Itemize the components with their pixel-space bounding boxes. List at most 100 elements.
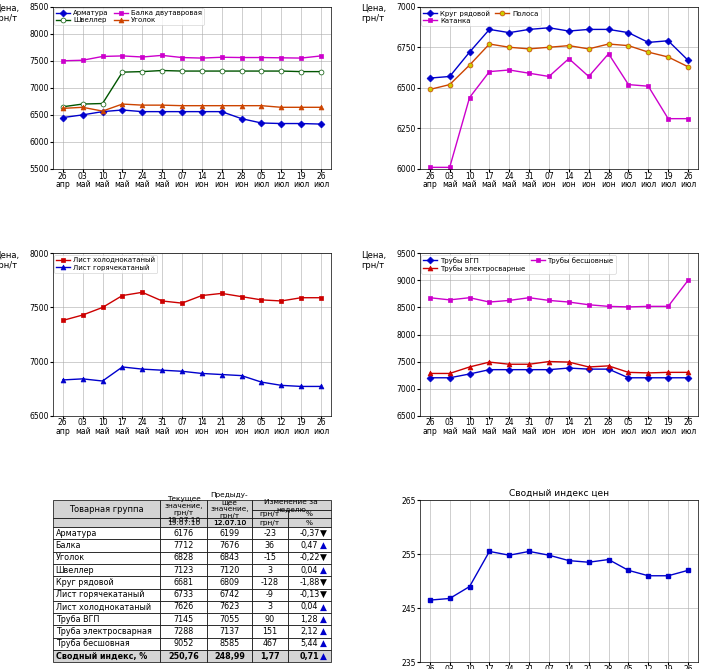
Text: 0,71: 0,71 [300,652,319,661]
Text: Предыду-
щее
значение,
грн/т
12.07.10: Предыду- щее значение, грн/т 12.07.10 [210,492,249,527]
Bar [288,564,331,576]
Bar [160,589,207,601]
Text: 151: 151 [262,627,277,636]
Text: 7626: 7626 [173,603,194,611]
Круг рядовой [664,37,673,45]
Legend: Лист холоднокатаный, Лист горячекатаный: Лист холоднокатаный, Лист горячекатаный [54,255,157,273]
Bar [53,638,160,650]
Круг рядовой [604,25,613,33]
Трубы бесшовные [426,294,434,302]
Лист холоднокатаный [78,311,87,319]
Text: -23: -23 [263,529,276,538]
Bar [252,589,288,601]
Text: ▲: ▲ [320,603,326,611]
Line: Катанка: Катанка [427,52,690,170]
Катанка [664,114,673,122]
Bar [252,510,288,518]
Line: Лист холоднокатаный: Лист холоднокатаный [61,290,324,323]
Балка двутавровая [78,56,87,64]
Трубы ВГП [664,374,673,382]
Круг рядовой [505,29,513,37]
Трубы электросварные [485,358,494,366]
Text: 9052: 9052 [173,640,194,648]
Полоса [465,61,474,69]
Трубы электросварные [505,360,513,368]
Text: 6843: 6843 [219,553,240,563]
Катанка [505,66,513,74]
Трубы ВГП [584,365,593,373]
Text: 36: 36 [265,541,275,550]
Швеллер [217,67,226,75]
Y-axis label: Цена,
грн/т: Цена, грн/т [362,250,386,270]
Bar [207,576,252,589]
Уголок [59,104,67,112]
Арматура [138,108,147,116]
Арматура [238,114,246,122]
Трубы ВГП [565,364,573,372]
Bar [288,518,331,527]
Катанка [644,82,653,90]
Арматура [158,108,166,116]
Швеллер [257,67,266,75]
Text: 7137: 7137 [219,627,240,636]
Text: Сводный индекс, %: Сводный индекс, % [56,652,147,661]
Катанка [565,55,573,63]
Line: Полоса: Полоса [427,41,690,92]
Bar [288,576,331,589]
Лист холоднокатаный [178,299,186,307]
Bar [288,552,331,564]
Полоса [426,86,434,94]
Title: Сводный индекс цен: Сводный индекс цен [509,489,609,498]
Legend: Трубы ВГП, Трубы электросварные, Трубы бесшовные: Трубы ВГП, Трубы электросварные, Трубы б… [422,255,615,274]
Bar [207,539,252,552]
Катанка [684,114,692,122]
Bar [288,510,331,518]
Text: 1,77: 1,77 [260,652,280,661]
Text: ▼: ▼ [320,553,326,563]
Bar [252,626,288,638]
Legend: Круг рядовой, Катанка, Полоса: Круг рядовой, Катанка, Полоса [422,8,541,26]
Лист холоднокатаный [257,296,266,304]
Text: 1,28: 1,28 [300,615,318,624]
Трубы электросварные [604,362,613,370]
Трубы бесшовные [624,303,632,311]
Text: грн/т: грн/т [259,520,280,526]
Bar [252,518,288,527]
Text: -15: -15 [263,553,276,563]
Швеллер [158,66,166,74]
Bar [288,601,331,613]
Катанка [465,94,474,102]
Лист холоднокатаный [217,290,226,298]
Text: 12.07.10: 12.07.10 [213,520,246,526]
Трубы электросварные [465,363,474,371]
Bar [53,626,160,638]
Трубы бесшовные [684,276,692,284]
Арматура [257,119,266,127]
Лист холоднокатаный [297,294,305,302]
Балка двутавровая [158,52,166,60]
Bar [288,626,331,638]
Text: -0,22: -0,22 [299,553,319,563]
Bar [252,539,288,552]
Text: Текущее
значение,
грн/т
19.07.10: Текущее значение, грн/т 19.07.10 [164,496,203,522]
Y-axis label: Цена,
грн/т: Цена, грн/т [0,250,20,270]
Трубы бесшовные [584,301,593,309]
Лист горячекатаный [59,376,67,384]
Трубы электросварные [584,363,593,371]
Text: 7120: 7120 [219,565,240,575]
Bar [288,638,331,650]
Катанка [446,163,454,171]
Швеллер [78,100,87,108]
Полоса [644,48,653,56]
Text: -128: -128 [261,578,278,587]
Лист горячекатаный [138,365,147,373]
Bar [53,552,160,564]
Трубы ВГП [465,370,474,378]
Bar [160,576,207,589]
Трубы электросварные [565,358,573,366]
Лист горячекатаный [78,375,87,383]
Bar [288,527,331,539]
Text: 0,47: 0,47 [300,541,318,550]
Лист горячекатаный [158,366,166,374]
Швеллер [197,67,206,75]
